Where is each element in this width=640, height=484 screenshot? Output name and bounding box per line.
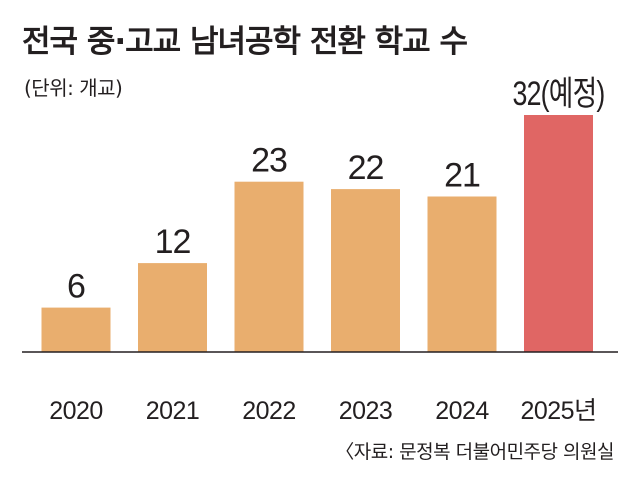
value-label-2023: 22 (348, 149, 384, 187)
category-label-2024: 2024 (435, 397, 489, 425)
category-label-2023: 2023 (339, 397, 393, 425)
bars-group (41, 115, 593, 352)
category-label-2022: 2022 (242, 397, 296, 425)
value-label-2021: 12 (155, 223, 191, 261)
category-label-2025년: 2025년 (520, 397, 596, 425)
value-label-2020: 6 (67, 268, 85, 306)
value-label-2022: 23 (251, 142, 287, 180)
bar-2025년 (524, 115, 593, 352)
bar-2024 (427, 196, 497, 352)
value-label-2024: 21 (444, 157, 480, 195)
bar-2020 (41, 307, 111, 352)
chart-title: 전국 중·고교 남녀공학 전환 학교 수 (22, 24, 468, 60)
category-labels-group: 2020 2021 2022 2023 2024 2025년 (49, 397, 597, 425)
category-label-2020: 2020 (49, 397, 103, 425)
value-labels-group: 6 12 23 22 21 32(예정) (67, 75, 605, 306)
bar-2021 (138, 263, 207, 352)
value-label-2025년: 32(예정) (513, 75, 605, 113)
bar-2023 (331, 189, 400, 352)
unit-label: (단위: 개교) (24, 76, 123, 100)
source-note: 〈자료: 문정복 더불어민주당 의원실 (335, 441, 614, 463)
category-label-2021: 2021 (146, 397, 200, 425)
bar-2022 (234, 181, 304, 352)
